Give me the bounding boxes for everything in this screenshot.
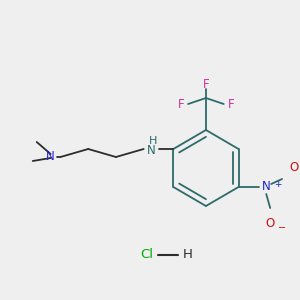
Text: O: O [266, 217, 275, 230]
Text: H: H [149, 136, 158, 146]
Text: F: F [228, 98, 234, 110]
Text: N: N [147, 145, 155, 158]
Text: N: N [46, 151, 55, 164]
Text: −: − [278, 223, 286, 233]
Text: F: F [178, 98, 184, 110]
Text: N: N [262, 181, 271, 194]
Text: F: F [202, 77, 209, 91]
Text: +: + [274, 180, 282, 189]
Text: Cl: Cl [140, 248, 153, 262]
Text: O: O [289, 161, 298, 174]
Text: H: H [183, 248, 193, 262]
